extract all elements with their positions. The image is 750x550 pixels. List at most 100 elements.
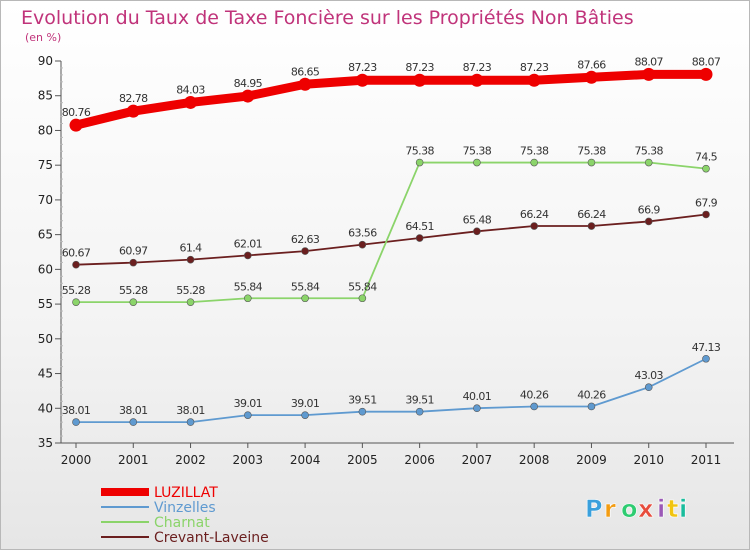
data-point <box>530 402 538 411</box>
data-point <box>415 158 424 167</box>
data-label: 39.01 <box>291 397 320 410</box>
data-point <box>72 418 80 426</box>
data-label: 39.01 <box>234 397 263 410</box>
y-tick-label: 90 <box>38 54 53 68</box>
data-label: 84.95 <box>234 77 263 90</box>
data-label: 66.24 <box>520 208 549 221</box>
series-charnat: 55.28 55.28 55.28 55.84 55.84 55.84 75.38 75.38… <box>62 145 718 306</box>
logo-letter: x <box>638 495 654 523</box>
data-point <box>530 222 538 230</box>
x-tick-label: 2006 <box>404 453 435 467</box>
data-point <box>699 67 713 81</box>
logo-letter: o <box>621 495 638 523</box>
data-point <box>186 298 195 306</box>
data-label: 61.4 <box>179 242 202 255</box>
data-label: 62.63 <box>291 233 320 246</box>
data-label: 39.51 <box>405 394 434 407</box>
data-point <box>644 158 653 167</box>
y-tick-label: 45 <box>38 367 53 381</box>
legend-label: LUZILLAT <box>154 485 218 501</box>
data-label: 40.01 <box>463 390 492 403</box>
data-point <box>184 95 198 109</box>
data-point <box>186 418 195 426</box>
series-crevant-laveine: 60.67 60.97 61.4 62.01 62.63 63.56 64.51 65.48 6… <box>62 196 718 269</box>
data-label: 40.26 <box>520 388 549 401</box>
data-label: 87.23 <box>520 61 549 74</box>
y-tick-label: 40 <box>38 401 53 415</box>
y-tick-label: 70 <box>38 193 53 207</box>
data-label: 75.38 <box>405 145 434 158</box>
series-line <box>75 357 707 423</box>
data-label: 55.84 <box>234 280 263 293</box>
data-label: 38.01 <box>119 404 148 417</box>
data-point <box>587 158 596 167</box>
logo-letter: t <box>667 495 678 523</box>
data-point <box>587 402 596 411</box>
series-line <box>71 69 711 130</box>
data-point <box>527 73 541 87</box>
data-point <box>358 407 367 416</box>
data-point <box>587 222 596 230</box>
axes: 35 40 45 50 55 60 65 70 75 80 85 90 2000 2001 2002 2003… <box>38 54 734 467</box>
data-point <box>301 411 309 419</box>
data-label: 64.51 <box>405 220 434 233</box>
data-point <box>473 404 481 413</box>
legend-item: LUZILLAT <box>101 485 218 501</box>
data-label: 55.84 <box>291 280 320 293</box>
data-point <box>301 294 309 303</box>
legend-item: Vinzelles <box>101 500 216 516</box>
data-point <box>415 407 424 416</box>
y-tick-label: 80 <box>38 123 53 137</box>
data-point <box>415 234 424 242</box>
data-point <box>186 255 195 264</box>
y-tick-label: 55 <box>38 297 53 311</box>
data-label: 43.03 <box>634 369 663 382</box>
x-tick-label: 2011 <box>691 453 722 467</box>
data-label: 55.28 <box>62 284 91 297</box>
chart-title: Evolution du Taux de Taxe Foncière sur l… <box>21 7 634 29</box>
data-label: 60.97 <box>119 245 148 258</box>
y-tick-label: 65 <box>38 228 53 242</box>
series-line <box>75 161 707 304</box>
x-tick-label: 2003 <box>233 453 264 467</box>
x-tick-label: 2010 <box>633 453 664 467</box>
data-label: 87.23 <box>405 61 434 74</box>
data-point <box>241 89 255 103</box>
logo-letter: i <box>657 495 665 523</box>
y-tick-label: 85 <box>38 89 53 103</box>
data-point <box>244 251 252 260</box>
x-tick-label: 2001 <box>118 453 149 467</box>
data-point <box>69 118 83 132</box>
data-point <box>358 240 367 249</box>
legend-item: Charnat <box>101 515 210 531</box>
data-label: 38.01 <box>62 404 91 417</box>
data-point <box>72 298 80 306</box>
data-label: 40.26 <box>577 388 606 401</box>
data-label: 47.13 <box>692 341 721 354</box>
series-vinzelles: 38.01 38.01 38.01 39.01 39.01 39.51 39.51 40.01… <box>62 341 721 426</box>
chart-subtitle: (en %) <box>25 31 61 44</box>
data-point <box>244 411 252 419</box>
data-label: 55.84 <box>348 280 377 293</box>
series-luzillat: 80.76 82.78 84.03 84.95 86.65 87.23 87.23 87.23… <box>62 55 721 132</box>
data-point <box>584 70 598 84</box>
legend-label: Crevant-Laveine <box>154 530 269 546</box>
data-label: 82.78 <box>119 92 148 105</box>
data-label: 38.01 <box>176 404 205 417</box>
data-label: 75.38 <box>463 145 492 158</box>
data-label: 55.28 <box>176 284 205 297</box>
data-point <box>129 298 138 306</box>
legend-label: Charnat <box>154 515 210 531</box>
data-point <box>129 418 138 426</box>
data-point <box>355 73 369 87</box>
x-tick-label: 2005 <box>347 453 378 467</box>
legend-item: Crevant-Laveine <box>101 530 269 546</box>
data-label: 84.03 <box>176 83 205 96</box>
data-label: 60.67 <box>62 247 91 260</box>
data-label: 55.28 <box>119 284 148 297</box>
data-label: 88.07 <box>692 55 721 68</box>
data-label: 88.07 <box>634 55 663 68</box>
